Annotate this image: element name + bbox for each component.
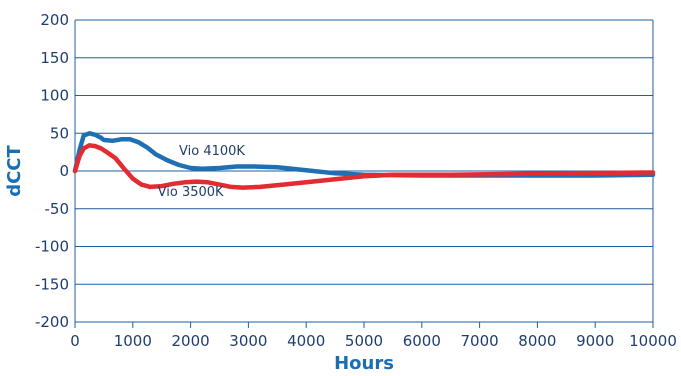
x-tick-label: 0 [70, 332, 80, 350]
series-annotation: Vio 3500K [158, 185, 224, 200]
x-tick-label: 7000 [461, 332, 499, 350]
y-tick-label: 200 [40, 11, 69, 29]
x-tick-label: 5000 [345, 332, 383, 350]
y-tick-label: 150 [40, 49, 69, 67]
grid [74, 19, 654, 328]
y-tick-label: -150 [35, 275, 69, 293]
series-line-vio-3500k [72, 143, 656, 190]
x-tick-label: 1000 [114, 332, 152, 350]
x-tick-label: 6000 [403, 332, 441, 350]
y-tick-label: -50 [45, 200, 70, 218]
x-tick-label: 3000 [229, 332, 267, 350]
x-tick-label: 10000 [629, 332, 677, 350]
x-tick-label: 8000 [518, 332, 556, 350]
y-tick-label: -200 [35, 313, 69, 331]
x-axis-title: Hours [334, 353, 394, 374]
y-tick-label: -100 [35, 238, 69, 256]
x-tick-label: 9000 [576, 332, 614, 350]
series-annotation: Vio 4100K [179, 144, 245, 159]
x-tick-label: 2000 [172, 332, 210, 350]
series-annotations: Vio 4100K Vio 3500K [158, 144, 246, 200]
y-tick-labels: 200 150 100 50 0 -50 -100 -150 -200 [35, 11, 69, 331]
series-lines [72, 131, 656, 190]
x-tick-label: 4000 [287, 332, 325, 350]
x-tick-labels: 0 1000 2000 3000 4000 5000 6000 7000 8000 9000 100… [70, 332, 677, 350]
y-tick-label: 100 [40, 87, 69, 105]
y-axis-title: dCCT [4, 144, 25, 196]
y-tick-label: 0 [59, 162, 69, 180]
series-line-vio-4100k [72, 131, 656, 178]
y-tick-label: 50 [50, 124, 69, 142]
